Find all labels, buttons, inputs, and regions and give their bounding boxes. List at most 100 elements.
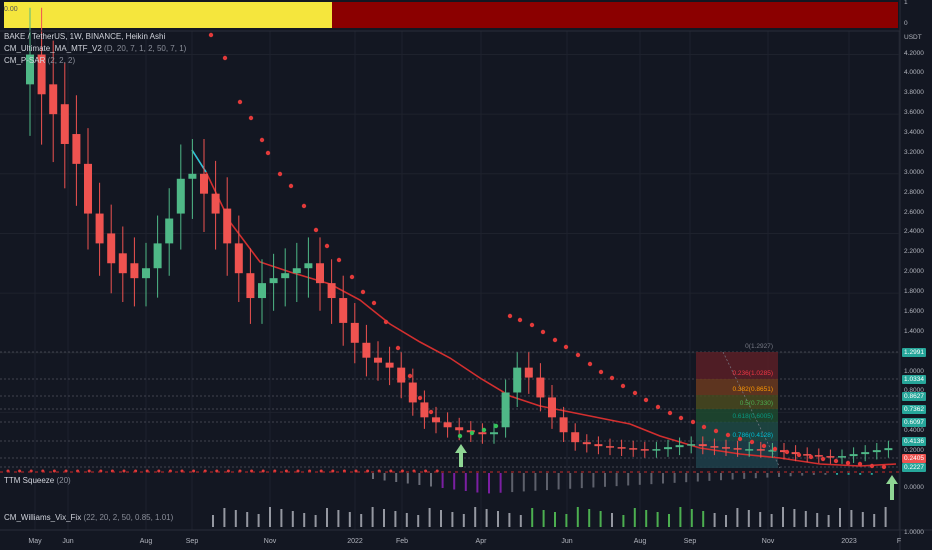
fib-level-label: 0.382(0.8651) <box>732 386 773 393</box>
candles <box>26 7 893 464</box>
time-axis-tick: 2023 <box>841 538 857 545</box>
candle <box>26 7 34 136</box>
vix-bar <box>645 510 648 527</box>
candle <box>258 259 266 324</box>
candle <box>292 242 301 303</box>
vix-bar <box>702 511 705 527</box>
candle <box>884 440 893 458</box>
sar-dot <box>761 443 767 449</box>
vix-bar <box>303 513 306 527</box>
vix-bar <box>611 513 613 527</box>
vix-bar <box>668 514 670 527</box>
indicator-sar-legend[interactable]: CM_P-SAR (2, 2, 2) <box>4 56 75 66</box>
candle <box>664 439 672 457</box>
candle <box>316 237 324 311</box>
squeeze-bar <box>383 473 386 481</box>
squeeze-bar <box>627 473 630 486</box>
vix-bar <box>542 510 545 527</box>
squeeze-bar <box>824 473 827 475</box>
time-axis-tick: Jun <box>62 538 74 545</box>
squeeze-bar <box>638 473 641 485</box>
sar-dot <box>725 432 731 438</box>
candle <box>745 441 754 457</box>
squeeze-bar <box>836 473 838 475</box>
buy-arrow-icon <box>455 444 467 467</box>
time-axis-tick: Nov <box>761 538 775 545</box>
squeeze-bar <box>604 473 606 487</box>
candle <box>60 62 69 189</box>
price-axis-tick: 3.0000 <box>904 168 924 176</box>
moving-average-line <box>191 149 897 467</box>
squeeze-bar <box>580 473 583 489</box>
candle <box>861 445 870 462</box>
vix-bar <box>873 514 876 527</box>
time-axis-tick: May <box>28 538 42 545</box>
sar-dot <box>678 415 684 421</box>
candle <box>153 215 162 298</box>
vix-bar <box>531 508 534 527</box>
strip-axis-tick-0: 0 <box>904 20 908 27</box>
sar-dot <box>248 115 254 121</box>
vix-bar <box>257 514 260 527</box>
vix-name: CM_Williams_Vix_Fix <box>4 513 82 522</box>
time-axis-tick: Nov <box>263 538 277 545</box>
vix-bar <box>417 515 420 527</box>
squeeze-bar <box>464 473 467 491</box>
vix-bar <box>554 512 556 527</box>
candle <box>640 441 649 458</box>
time-axis-tick: Sep <box>683 538 697 545</box>
vix-bar <box>348 512 351 527</box>
strip-value-label: 0.00 <box>4 6 18 13</box>
candle <box>130 237 139 307</box>
squeeze-bar <box>859 473 862 475</box>
symbol-title[interactable]: BAKE / TetherUS, 1W, BINANCE, Heikin Ash… <box>4 32 166 41</box>
candle <box>478 423 487 444</box>
sar-dot <box>655 404 661 410</box>
sar-dot-green <box>469 430 475 436</box>
vix-bar <box>212 515 214 527</box>
price-axis-tick: 1.0000 <box>904 367 924 375</box>
vix-bar <box>622 515 625 527</box>
vix-params: (22, 20, 2, 50, 0.85, 1.01) <box>83 513 174 522</box>
candle <box>768 442 777 458</box>
vix-bar <box>713 513 716 527</box>
sar-dot <box>620 383 626 389</box>
price-tag: 0.2227 <box>902 463 926 472</box>
vix-bar <box>440 510 442 527</box>
candle <box>582 434 591 453</box>
time-axis-tick: 2022 <box>347 538 363 545</box>
vix-bar <box>656 512 659 527</box>
squeeze-bar <box>801 473 804 476</box>
sar-dot <box>575 352 581 358</box>
sar-dot <box>643 397 649 403</box>
candle <box>95 182 104 276</box>
candle <box>536 363 545 412</box>
candle <box>374 341 382 381</box>
vix-bar <box>804 511 807 527</box>
sar-dot <box>833 458 839 464</box>
vix-bar <box>736 508 739 527</box>
price-axis-tick: 0.2000 <box>904 447 924 455</box>
sar-dot <box>428 409 434 415</box>
vix-bar <box>383 509 385 527</box>
sar-dot <box>609 375 615 381</box>
sar-dot <box>784 449 790 455</box>
squeeze-bar <box>731 473 734 480</box>
candle <box>756 441 765 458</box>
candle <box>513 352 522 407</box>
price-tag: 0.8627 <box>902 392 926 401</box>
squeeze-legend[interactable]: TTM Squeeze (20) <box>4 476 71 486</box>
time-axis-tick: Feb <box>395 538 409 545</box>
candle <box>501 379 510 438</box>
price-axis-tick: 2.8000 <box>904 188 924 196</box>
vix-legend[interactable]: CM_Williams_Vix_Fix (22, 20, 2, 50, 0.85… <box>4 513 173 523</box>
candle <box>872 442 881 460</box>
indicator-ma-legend[interactable]: CM_Ultimate_MA_MTF_V2 (D, 20, 7, 1, 2, 5… <box>4 44 186 54</box>
squeeze-bar <box>511 473 514 493</box>
vix-bar <box>816 513 819 527</box>
price-tag: 1.2991 <box>902 348 926 357</box>
vix-bar <box>337 510 340 527</box>
squeeze-bar <box>870 473 873 475</box>
sar-dot <box>772 446 778 452</box>
